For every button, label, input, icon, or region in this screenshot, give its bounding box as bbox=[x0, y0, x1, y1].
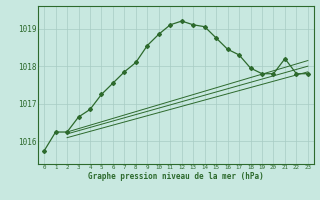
X-axis label: Graphe pression niveau de la mer (hPa): Graphe pression niveau de la mer (hPa) bbox=[88, 172, 264, 181]
